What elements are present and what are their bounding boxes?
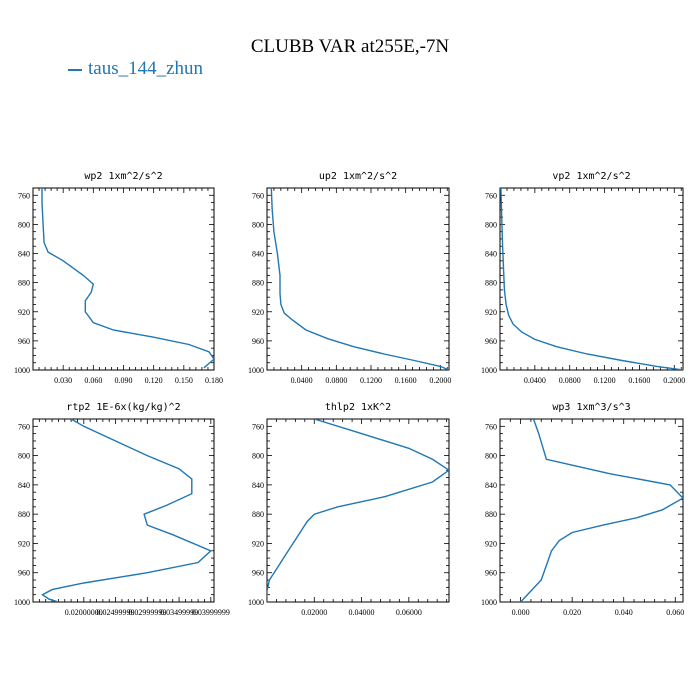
y-tick-label: 800 xyxy=(18,452,30,461)
x-tick-label: 0.02000 xyxy=(301,608,327,617)
x-tick-label: 0.180 xyxy=(205,376,223,385)
x-tick-label: 0.03499999 xyxy=(160,608,198,617)
y-tick-label: 840 xyxy=(252,481,264,490)
x-tick-label: 0.1200 xyxy=(594,376,616,385)
y-tick-label: 880 xyxy=(252,510,264,519)
y-tick-label: 960 xyxy=(18,569,30,578)
panel-title: vp2 1xm^2/s^2 xyxy=(552,171,630,182)
x-tick-label: 0.06000 xyxy=(396,608,422,617)
series-line xyxy=(41,188,214,369)
x-tick-label: 0.040 xyxy=(615,608,633,617)
y-tick-label: 880 xyxy=(485,279,497,288)
x-tick-label: 0.0400 xyxy=(291,376,313,385)
y-tick-label: 960 xyxy=(18,337,30,346)
panel-3: vp2 1xm^2/s^2 760 800 840 880 920 960 1000 0.040… xyxy=(481,171,685,385)
series-line xyxy=(270,188,449,370)
x-tick-label: 0.150 xyxy=(175,376,193,385)
legend-entry: taus_144_zhun xyxy=(68,58,203,80)
plot-frame xyxy=(32,187,215,371)
x-tick-label: 0.030 xyxy=(54,376,72,385)
y-tick-label: 920 xyxy=(18,539,30,548)
y-tick-label: 840 xyxy=(18,250,30,259)
y-tick-label: 800 xyxy=(18,220,30,229)
x-tick-label: 0.04000 xyxy=(349,608,375,617)
y-tick-label: 800 xyxy=(252,452,264,461)
panel-title: up2 1xm^2/s^2 xyxy=(319,171,397,182)
y-tick-label: 760 xyxy=(252,191,264,200)
y-tick-label: 760 xyxy=(485,191,497,200)
y-tick-label: 800 xyxy=(485,220,497,229)
legend-label: taus_144_zhun xyxy=(88,58,204,79)
x-tick-label: 0.02999999 xyxy=(128,608,166,617)
panel-title: wp3 1xm^3/s^3 xyxy=(552,402,630,413)
panel-5: thlp2 1xK^2 760 800 840 880 920 960 1000 0.02000… xyxy=(248,402,450,617)
y-tick-label: 1000 xyxy=(14,598,30,607)
y-tick-label: 760 xyxy=(18,191,30,200)
series-line xyxy=(267,419,449,602)
x-tick-label: 0.1600 xyxy=(395,376,417,385)
x-tick-label: 0.2000 xyxy=(429,376,451,385)
y-tick-label: 1000 xyxy=(481,598,497,607)
y-tick-label: 960 xyxy=(485,569,497,578)
panel-2: up2 1xm^2/s^2 760 800 840 880 920 960 1000 0.040… xyxy=(248,171,451,385)
y-tick-label: 960 xyxy=(252,337,264,346)
y-tick-label: 920 xyxy=(18,308,30,317)
x-tick-label: 0.03999999 xyxy=(192,608,230,617)
y-tick-label: 920 xyxy=(252,308,264,317)
y-tick-label: 880 xyxy=(18,510,30,519)
y-tick-label: 760 xyxy=(252,422,264,431)
x-tick-label: 0.020 xyxy=(563,608,581,617)
y-tick-label: 880 xyxy=(485,510,497,519)
x-tick-label: 0.0400 xyxy=(524,376,546,385)
y-tick-label: 760 xyxy=(485,422,497,431)
plot-frame xyxy=(266,187,450,371)
panel-title: wp2 1xm^2/s^2 xyxy=(84,171,162,182)
y-tick-label: 880 xyxy=(252,279,264,288)
panel-6: wp3 1xm^3/s^3 760 800 840 880 920 960 1000 0.000… xyxy=(481,402,684,617)
y-tick-label: 920 xyxy=(485,539,497,548)
x-tick-label: 0.060 xyxy=(84,376,102,385)
x-tick-label: 0.000 xyxy=(512,608,530,617)
y-tick-label: 800 xyxy=(485,452,497,461)
x-tick-label: 0.0800 xyxy=(559,376,581,385)
series-line xyxy=(41,419,213,602)
y-tick-label: 1000 xyxy=(481,366,497,375)
x-tick-label: 0.120 xyxy=(145,376,163,385)
y-tick-label: 1000 xyxy=(248,598,264,607)
x-tick-label: 0.0800 xyxy=(325,376,347,385)
x-tick-label: 0.1600 xyxy=(628,376,650,385)
y-tick-label: 880 xyxy=(18,279,30,288)
plot-frame xyxy=(499,187,684,371)
y-tick-label: 920 xyxy=(252,539,264,548)
x-tick-label: 0.2000 xyxy=(663,376,685,385)
figure-title: CLUBB VAR at255E,-7N xyxy=(250,36,450,57)
y-tick-label: 920 xyxy=(485,308,497,317)
y-tick-label: 840 xyxy=(485,481,497,490)
plot-frame xyxy=(266,418,450,603)
x-tick-label: 0.02499999 xyxy=(97,608,135,617)
y-tick-label: 800 xyxy=(252,220,264,229)
series-line xyxy=(500,188,683,370)
panel-title: thlp2 1xK^2 xyxy=(325,402,391,413)
panel-title: rtp2 1E-6x(kg/kg)^2 xyxy=(66,402,180,413)
panel-4: rtp2 1E-6x(kg/kg)^2 760 800 840 880 920 960 100… xyxy=(14,402,230,617)
x-tick-label: 0.060 xyxy=(666,608,684,617)
y-tick-label: 760 xyxy=(18,422,30,431)
y-tick-label: 1000 xyxy=(14,366,30,375)
x-tick-label: 0.02000000 xyxy=(65,608,103,617)
y-tick-label: 840 xyxy=(18,481,30,490)
x-tick-label: 0.1200 xyxy=(360,376,382,385)
y-tick-label: 840 xyxy=(252,250,264,259)
plot-frame xyxy=(499,418,684,603)
series-line xyxy=(520,419,683,602)
y-tick-label: 840 xyxy=(485,250,497,259)
y-tick-label: 960 xyxy=(485,337,497,346)
legend-swatch xyxy=(68,68,82,71)
panel-1: wp2 1xm^2/s^2 760 800 840 880 920 960 1000 0.030… xyxy=(14,171,223,385)
x-tick-label: 0.090 xyxy=(115,376,133,385)
y-tick-label: 960 xyxy=(252,569,264,578)
y-tick-label: 1000 xyxy=(248,366,264,375)
plot-frame xyxy=(32,418,215,603)
